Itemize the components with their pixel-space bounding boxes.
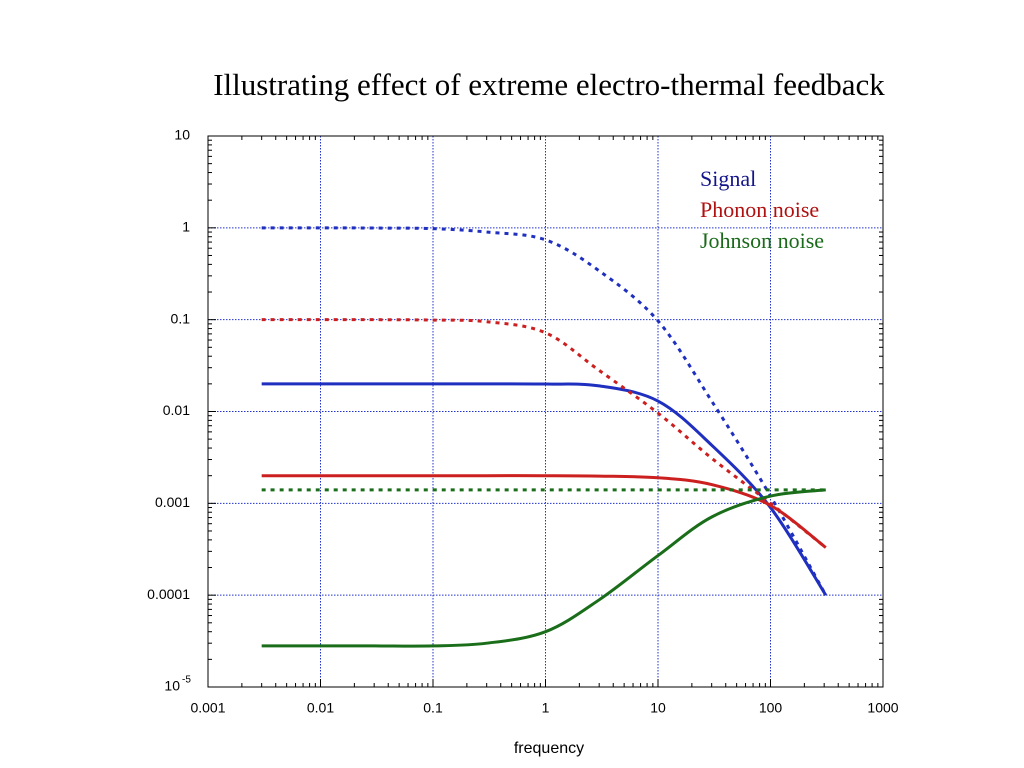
- series-line: [261, 382, 828, 596]
- y-tick-label: 10: [164, 678, 180, 694]
- x-tick-label: 0.001: [190, 700, 225, 716]
- y-tick-label: 0.001: [155, 494, 190, 510]
- x-tick-label: 100: [759, 700, 783, 716]
- x-axis-label: frequency: [514, 740, 584, 757]
- x-tick-label: 1: [542, 700, 550, 716]
- x-tick-label: 10: [650, 700, 666, 716]
- legend-entry: Signal: [700, 166, 756, 191]
- series-line-dashed: [261, 318, 827, 549]
- chart-title: Illustrating effect of extreme electro-t…: [213, 67, 885, 102]
- plot-border: [207, 135, 884, 688]
- y-tick-label: 1: [182, 219, 190, 235]
- series-line: [261, 474, 827, 549]
- x-tick-label: 0.1: [423, 700, 443, 716]
- y-tick-label: 0.01: [163, 402, 190, 418]
- x-tick-label: 1000: [867, 700, 898, 716]
- legend-entry: Johnson noise: [700, 228, 824, 253]
- y-tick-label: 0.1: [171, 310, 191, 326]
- y-tick-label: 0.0001: [147, 586, 190, 602]
- legend-entry: Phonon noise: [700, 197, 819, 222]
- y-tick-label: 10: [174, 127, 190, 143]
- series-line: [261, 488, 826, 648]
- x-tick-label: 0.01: [307, 700, 334, 716]
- y-tick-exponent: -5: [182, 675, 191, 686]
